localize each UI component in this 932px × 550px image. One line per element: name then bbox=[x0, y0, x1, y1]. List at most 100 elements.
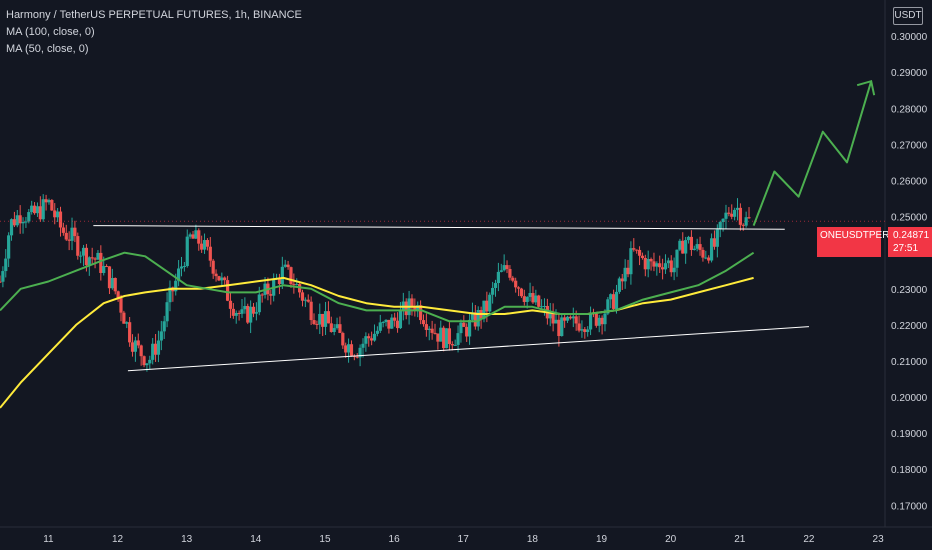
y-tick-label: 0.21000 bbox=[891, 357, 928, 368]
candle-body bbox=[355, 356, 359, 358]
candle-body bbox=[56, 211, 60, 218]
candle-body bbox=[153, 343, 158, 355]
candle-body bbox=[372, 333, 377, 341]
candle-body bbox=[560, 317, 564, 337]
candle-body bbox=[666, 260, 670, 264]
candle-body bbox=[398, 310, 403, 329]
candle-body bbox=[416, 305, 420, 311]
candle-body bbox=[433, 332, 437, 334]
candle-body bbox=[540, 306, 544, 308]
candle-body bbox=[188, 234, 192, 237]
candle-body bbox=[332, 328, 336, 332]
candle-body bbox=[470, 312, 475, 320]
candle-body bbox=[119, 298, 123, 313]
ma50-line bbox=[0, 251, 755, 323]
candle-body bbox=[125, 322, 129, 324]
candle-body bbox=[300, 292, 305, 301]
x-tick-label: 15 bbox=[319, 534, 331, 545]
candle-body bbox=[378, 322, 382, 331]
candle-body bbox=[516, 287, 521, 289]
candle-body bbox=[84, 247, 89, 266]
candle-body bbox=[519, 288, 524, 297]
candle-body bbox=[669, 260, 673, 273]
candle-body bbox=[692, 248, 696, 251]
candle-body bbox=[177, 268, 181, 281]
candle-body bbox=[174, 280, 178, 292]
candle-body bbox=[87, 257, 91, 266]
candle-body bbox=[637, 249, 642, 256]
symbol-price-tag: ONEUSDTPERP bbox=[817, 227, 896, 257]
candle-body bbox=[35, 206, 40, 214]
candle-body bbox=[237, 312, 241, 314]
y-tick-label: 0.17000 bbox=[891, 501, 928, 512]
candle-body bbox=[30, 205, 34, 213]
candle-body bbox=[393, 317, 397, 321]
candle-body bbox=[436, 333, 440, 342]
candle-body bbox=[395, 320, 400, 329]
ma100-legend[interactable]: MA (100, close, 0) bbox=[6, 26, 95, 38]
candle-body bbox=[542, 305, 547, 307]
symbol-title[interactable]: Harmony / TetherUS PERPETUAL FUTURES, 1h… bbox=[6, 9, 302, 21]
y-tick-label: 0.22000 bbox=[891, 321, 928, 332]
candle-body bbox=[217, 276, 221, 281]
candle-body bbox=[612, 294, 616, 309]
currency-button[interactable]: USDT bbox=[893, 7, 923, 25]
candle-body bbox=[234, 312, 238, 316]
candle-body bbox=[525, 296, 529, 302]
candle-body bbox=[162, 321, 166, 332]
candle-body bbox=[240, 309, 244, 314]
ma50-legend[interactable]: MA (50, close, 0) bbox=[6, 43, 89, 55]
candle-body bbox=[577, 323, 581, 331]
candle-body bbox=[730, 213, 734, 217]
candle-body bbox=[735, 207, 740, 210]
candle-body bbox=[424, 324, 428, 330]
candle-body bbox=[79, 255, 83, 257]
candle-body bbox=[21, 221, 25, 224]
candle-body bbox=[485, 300, 489, 312]
candle-body bbox=[410, 298, 414, 308]
candle-body bbox=[335, 324, 339, 329]
candle-body bbox=[514, 280, 518, 288]
candle-body bbox=[626, 267, 630, 275]
candle-body bbox=[165, 302, 169, 322]
y-tick-label: 0.18000 bbox=[891, 465, 928, 476]
candle-body bbox=[698, 244, 702, 250]
candle-body bbox=[15, 215, 19, 226]
candle-body bbox=[142, 356, 146, 366]
candle-body bbox=[741, 224, 745, 226]
candle-body bbox=[635, 249, 639, 251]
candle-body bbox=[223, 277, 227, 281]
candle-body bbox=[81, 247, 86, 256]
symbol-label: ONEUSDTPERP bbox=[820, 230, 897, 241]
candle-body bbox=[4, 258, 8, 272]
candle-body bbox=[321, 313, 325, 327]
candle-body bbox=[280, 266, 284, 285]
candle-body bbox=[257, 294, 261, 313]
candle-body bbox=[623, 267, 627, 282]
candle-body bbox=[430, 328, 434, 333]
candle-body bbox=[643, 257, 647, 270]
candle-body bbox=[482, 300, 486, 319]
candle-body bbox=[102, 266, 106, 273]
candle-body bbox=[655, 263, 659, 267]
candle-body bbox=[254, 312, 258, 314]
bar-countdown: 27:51 bbox=[893, 243, 919, 254]
candle-body bbox=[191, 234, 195, 239]
candle-body bbox=[557, 319, 561, 337]
candle-body bbox=[456, 333, 460, 345]
candle-body bbox=[179, 266, 184, 269]
candle-body bbox=[7, 235, 11, 259]
candle-body bbox=[505, 265, 509, 269]
candle-body bbox=[652, 261, 656, 267]
projection-arrowhead bbox=[856, 79, 876, 96]
candle-body bbox=[312, 320, 316, 324]
x-tick-label: 13 bbox=[181, 534, 193, 545]
candle-body bbox=[122, 312, 126, 324]
ma100-line bbox=[0, 276, 754, 409]
candle-body bbox=[231, 308, 235, 316]
candle-body bbox=[462, 322, 466, 327]
candle-body bbox=[658, 263, 662, 268]
x-tick-label: 23 bbox=[873, 534, 885, 545]
candle-body bbox=[476, 310, 480, 327]
